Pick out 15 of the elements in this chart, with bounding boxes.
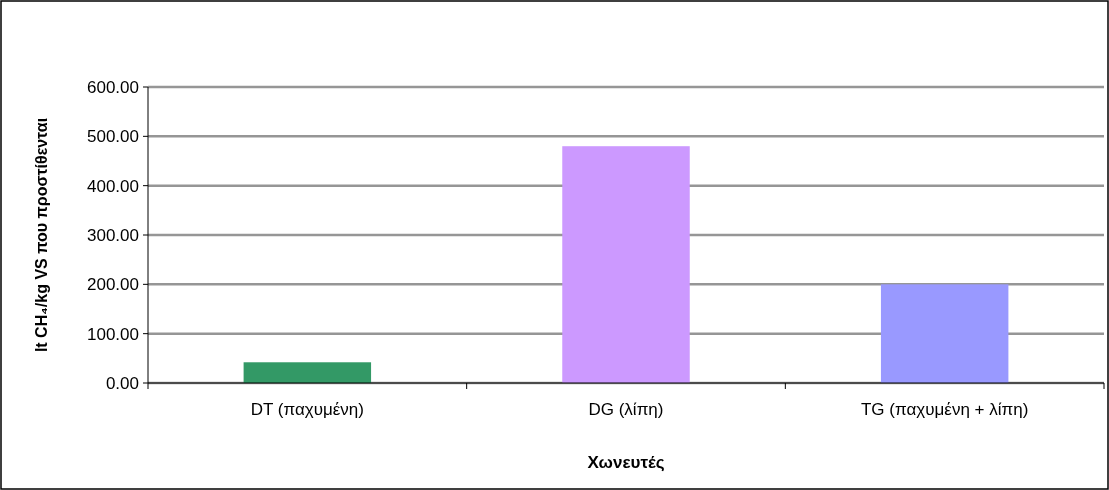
bar [562,146,690,383]
bar [880,284,1009,383]
y-tick-label: 0.00 [105,373,139,393]
y-tick-label: 500.00 [87,127,139,147]
y-tick-label: 100.00 [87,324,139,344]
x-tick-label: DT (παχυμένη) [250,400,364,419]
x-tick-label: DG (λίπη) [588,400,664,419]
bar [243,362,372,383]
y-tick-label: 200.00 [87,275,139,295]
y-axis-title: lt CH₄/kg VS που προστίθενται [33,117,50,353]
x-tick-label: TG (παχυμένη + λίπη) [860,400,1029,419]
x-axis-title: Χωνευτές [587,453,665,472]
y-tick-label: 600.00 [87,77,139,97]
y-tick-label: 400.00 [87,176,139,196]
y-tick-label: 300.00 [87,225,139,245]
